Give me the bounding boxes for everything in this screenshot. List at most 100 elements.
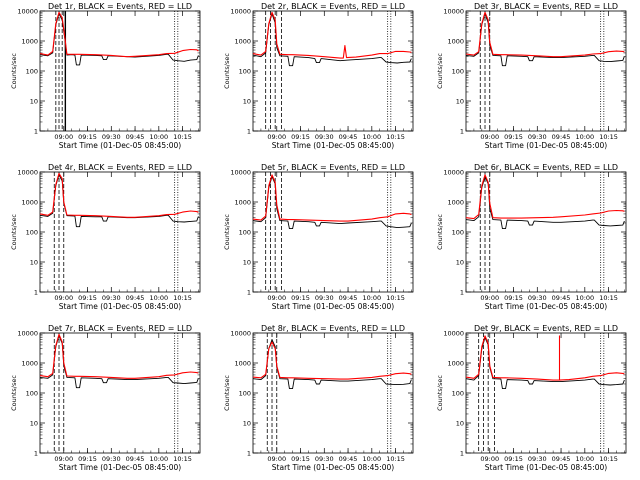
- x-tick-label: 09:45: [339, 133, 358, 141]
- x-axis-label: Start Time (01-Dec-05 08:45:00): [485, 141, 607, 150]
- lld-series-line: [252, 11, 412, 59]
- x-tick-label: 10:15: [386, 294, 405, 302]
- x-tick-label: 10:00: [149, 455, 168, 463]
- y-tick-label: 100: [239, 389, 251, 397]
- y-tick-label: 10000: [230, 168, 251, 176]
- panel-det-4: Det 4r, BLACK = Events, RED = LLD 1 10 100 1…: [10, 163, 201, 311]
- x-tick-label: 09:45: [339, 294, 358, 302]
- y-tick-label: 100: [452, 389, 464, 397]
- x-tick-label: 10:15: [599, 294, 618, 302]
- x-axis-label: Start Time (01-Dec-05 08:45:00): [59, 141, 181, 150]
- x-tick-label: 10:15: [173, 294, 192, 302]
- x-tick-label: 09:30: [528, 455, 547, 463]
- x-tick-label: 10:00: [575, 455, 594, 463]
- x-tick-label: 09:45: [126, 455, 145, 463]
- x-axis-label: Start Time (01-Dec-05 08:45:00): [272, 141, 394, 150]
- y-tick-label: 10000: [443, 7, 464, 15]
- panel-det-2: Det 2r, BLACK = Events, RED = LLD 1 10 100 1…: [223, 2, 414, 150]
- x-axis-label: Start Time (01-Dec-05 08:45:00): [59, 302, 181, 311]
- y-axis-label: Counts/sec: [10, 53, 18, 89]
- panel-title: Det 8r, BLACK = Events, RED = LLD: [261, 324, 405, 333]
- y-tick-label: 10: [456, 258, 464, 266]
- y-tick-label: 10000: [230, 329, 251, 337]
- x-tick-label: 09:30: [102, 133, 121, 141]
- x-tick-label: 10:15: [599, 455, 618, 463]
- x-tick-label: 09:15: [504, 294, 523, 302]
- panel-det-3: Det 3r, BLACK = Events, RED = LLD 1 10 100 1…: [436, 2, 627, 150]
- x-tick-label: 09:30: [315, 455, 334, 463]
- x-tick-label: 09:15: [504, 455, 523, 463]
- events-series-line: [465, 13, 625, 67]
- y-tick-label: 10000: [230, 7, 251, 15]
- panel-title: Det 9r, BLACK = Events, RED = LLD: [474, 324, 618, 333]
- y-tick-label: 10000: [17, 168, 38, 176]
- x-tick-label: 09:00: [267, 455, 286, 463]
- panel-det-6: Det 6r, BLACK = Events, RED = LLD 1 10 100 1…: [436, 163, 627, 311]
- lld-series-line: [252, 341, 412, 380]
- y-tick-label: 10: [243, 258, 251, 266]
- y-tick-label: 10000: [443, 329, 464, 337]
- panel-det-5: Det 5r, BLACK = Events, RED = LLD 1 10 100 1…: [223, 163, 414, 311]
- events-series-line: [252, 13, 412, 67]
- x-tick-label: 10:15: [386, 455, 405, 463]
- x-tick-label: 09:00: [54, 294, 73, 302]
- y-tick-label: 1000: [21, 198, 38, 206]
- y-tick-label: 100: [239, 67, 251, 75]
- x-tick-label: 09:45: [339, 455, 358, 463]
- y-tick-label: 1000: [447, 359, 464, 367]
- lld-series-line: [39, 11, 199, 58]
- y-axis-label: Counts/sec: [436, 375, 444, 411]
- events-series-line: [465, 176, 625, 230]
- y-tick-label: 100: [239, 228, 251, 236]
- panel-title: Det 6r, BLACK = Events, RED = LLD: [474, 163, 618, 172]
- y-tick-label: 1: [460, 127, 464, 135]
- y-tick-label: 1000: [234, 37, 251, 45]
- y-tick-label: 1000: [447, 37, 464, 45]
- y-tick-label: 1000: [21, 359, 38, 367]
- x-tick-label: 09:00: [480, 294, 499, 302]
- events-series-line: [252, 176, 412, 230]
- x-tick-label: 09:45: [552, 133, 571, 141]
- x-tick-label: 09:00: [267, 294, 286, 302]
- y-tick-label: 10: [456, 97, 464, 105]
- y-tick-label: 100: [26, 389, 38, 397]
- y-axis-label: Counts/sec: [436, 214, 444, 250]
- x-tick-label: 10:00: [575, 133, 594, 141]
- x-tick-label: 10:00: [362, 133, 381, 141]
- y-axis-label: Counts/sec: [223, 375, 231, 411]
- y-axis-label: Counts/sec: [10, 214, 18, 250]
- y-tick-label: 100: [452, 67, 464, 75]
- y-tick-label: 1: [460, 288, 464, 296]
- x-axis-label: Start Time (01-Dec-05 08:45:00): [485, 463, 607, 472]
- y-tick-label: 100: [26, 67, 38, 75]
- y-tick-label: 1000: [21, 37, 38, 45]
- x-tick-label: 09:30: [315, 294, 334, 302]
- lld-series-line: [39, 333, 199, 379]
- x-tick-label: 09:00: [267, 133, 286, 141]
- y-tick-label: 1: [247, 127, 251, 135]
- x-tick-label: 09:15: [504, 133, 523, 141]
- y-tick-label: 1000: [234, 359, 251, 367]
- x-tick-label: 09:45: [126, 133, 145, 141]
- y-tick-label: 1000: [447, 198, 464, 206]
- y-tick-label: 10000: [17, 329, 38, 337]
- x-tick-label: 09:45: [126, 294, 145, 302]
- x-tick-label: 10:00: [575, 294, 594, 302]
- x-tick-label: 09:15: [78, 294, 97, 302]
- y-axis-label: Counts/sec: [10, 375, 18, 411]
- events-series-line: [39, 13, 199, 66]
- x-tick-label: 09:00: [480, 455, 499, 463]
- y-tick-label: 100: [26, 228, 38, 236]
- x-axis-label: Start Time (01-Dec-05 08:45:00): [485, 302, 607, 311]
- x-tick-label: 09:15: [78, 455, 97, 463]
- lld-series-line: [465, 174, 625, 220]
- x-axis-label: Start Time (01-Dec-05 08:45:00): [272, 302, 394, 311]
- panel-title: Det 2r, BLACK = Events, RED = LLD: [261, 2, 405, 11]
- y-tick-label: 1000: [234, 198, 251, 206]
- x-axis-label: Start Time (01-Dec-05 08:45:00): [59, 463, 181, 472]
- events-series-line: [252, 339, 412, 390]
- x-tick-label: 10:00: [362, 294, 381, 302]
- x-tick-label: 09:30: [315, 133, 334, 141]
- x-tick-label: 10:15: [173, 455, 192, 463]
